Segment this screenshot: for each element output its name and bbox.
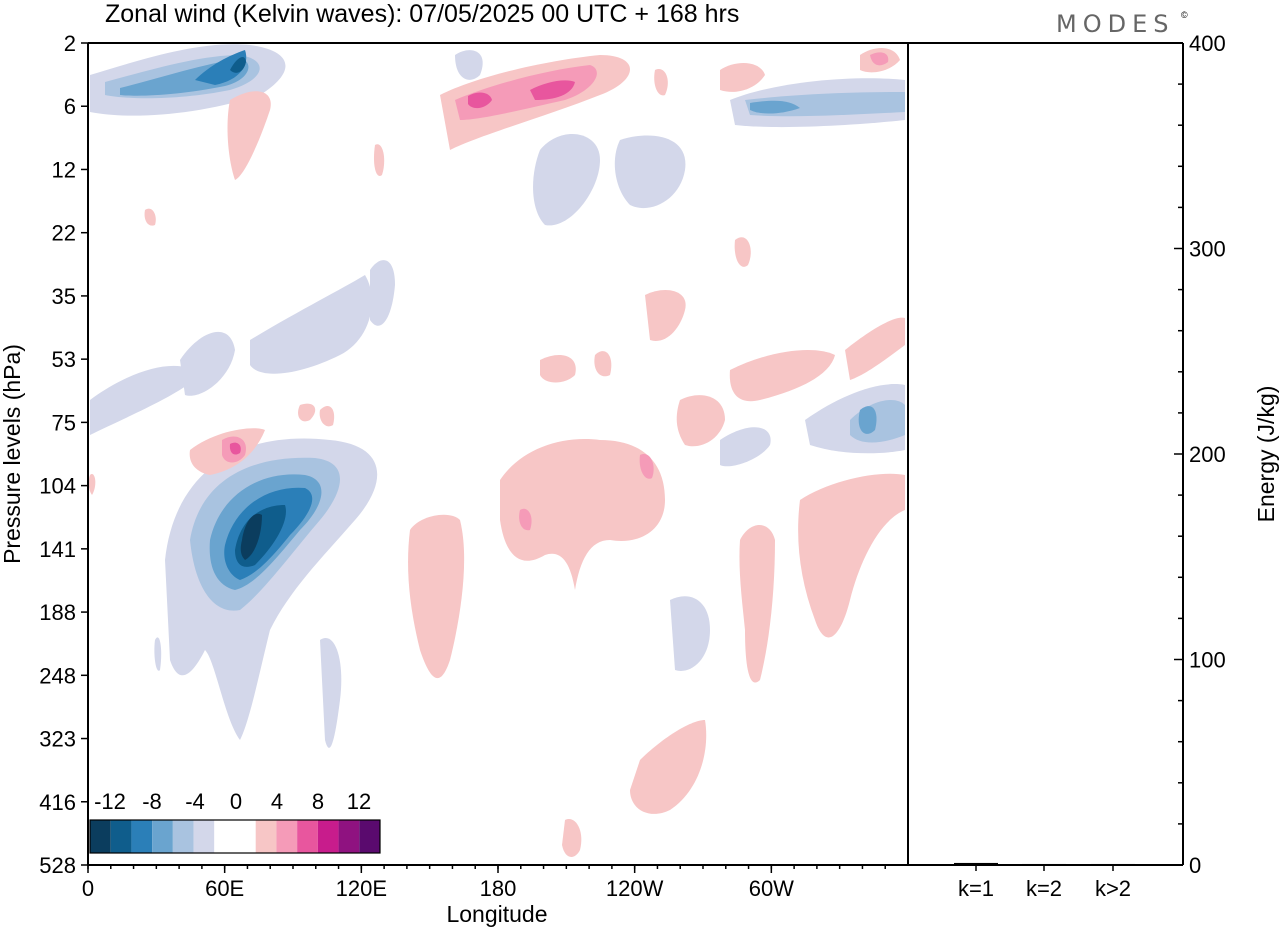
colorbar-border xyxy=(89,819,381,854)
colorbar-swatch xyxy=(359,820,380,853)
colorbar-swatch xyxy=(235,820,256,853)
colorbar-swatch xyxy=(276,820,298,853)
y-tick-label: 75 xyxy=(52,410,76,435)
colorbar-label: -4 xyxy=(185,789,205,814)
colorbar-swatch xyxy=(193,820,215,853)
colorbar-label: 12 xyxy=(347,789,371,814)
chart-title: Zonal wind (Kelvin waves): 07/05/2025 00… xyxy=(105,0,739,28)
energy-category-label: k=1 xyxy=(958,876,994,901)
x-tick-label: 60W xyxy=(749,876,794,901)
colorbar-swatch xyxy=(317,820,339,853)
heatmap-field xyxy=(88,44,905,857)
x-axis-label: Longitude xyxy=(446,901,547,927)
energy-tick-label: 0 xyxy=(1189,853,1201,878)
colorbar-label: 0 xyxy=(230,789,242,814)
y-tick-label: 416 xyxy=(39,790,76,815)
colorbar-label: 4 xyxy=(271,789,283,814)
energy-bar xyxy=(954,862,998,865)
y-tick-label: 22 xyxy=(52,221,76,246)
colorbar-legend: -12 -8 -4 0 4 8 12 xyxy=(88,780,382,862)
longitude-axis: 0 60E 120E 180 120W 60W xyxy=(82,865,886,901)
colorbar-swatch xyxy=(90,820,111,853)
colorbar-swatch xyxy=(255,820,277,853)
y-tick-label: 12 xyxy=(52,157,76,182)
pressure-axis: 2 6 12 22 35 53 75 104 141 188 248 323 416 528 xyxy=(39,31,88,878)
y-tick-label: 248 xyxy=(39,663,76,688)
colorbar-label: 8 xyxy=(312,789,324,814)
x-tick-label: 0 xyxy=(82,876,94,901)
energy-axis-label: Energy (J/kg) xyxy=(1253,386,1279,523)
colorbar-swatch xyxy=(214,820,235,853)
colorbar-swatch xyxy=(297,820,318,853)
energy-bar xyxy=(1022,863,1066,866)
x-tick-label: 180 xyxy=(480,876,517,901)
energy-tick-label: 300 xyxy=(1189,237,1226,262)
brand-mark: © xyxy=(1181,10,1188,20)
y-tick-label: 188 xyxy=(39,600,76,625)
colorbar-swatch xyxy=(110,820,132,853)
energy-category-label: k>2 xyxy=(1095,876,1131,901)
x-tick-label: 120W xyxy=(606,876,664,901)
y-tick-label: 104 xyxy=(39,474,76,499)
y-tick-label: 6 xyxy=(64,94,76,119)
y-tick-label: 35 xyxy=(52,284,76,309)
x-tick-label: 120E xyxy=(336,876,387,901)
colorbar-swatch xyxy=(131,820,153,853)
colorbar-swatch xyxy=(338,820,360,853)
colorbar-swatch xyxy=(152,820,173,853)
y-tick-label: 2 xyxy=(64,31,76,56)
energy-tick-label: 400 xyxy=(1189,31,1226,56)
energy-bars: k=1 k=2 k>2 xyxy=(954,862,1135,901)
brand-logo: MODES xyxy=(1056,10,1174,38)
energy-category-label: k=2 xyxy=(1026,876,1062,901)
y-tick-label: 53 xyxy=(52,347,76,372)
x-tick-label: 60E xyxy=(205,876,244,901)
energy-tick-label: 200 xyxy=(1189,442,1226,467)
y-tick-label: 141 xyxy=(39,537,76,562)
y-axis-label: Pressure levels (hPa) xyxy=(0,344,25,564)
colorbar-label: -12 xyxy=(94,789,126,814)
y-tick-label: 323 xyxy=(39,727,76,752)
colorbar-labels: -12 -8 -4 0 4 8 12 xyxy=(94,789,371,814)
colorbar-swatch xyxy=(172,820,194,853)
energy-tick-label: 100 xyxy=(1189,648,1226,673)
energy-bar xyxy=(1091,863,1135,866)
energy-axis: 0 100 200 300 400 xyxy=(1174,31,1226,878)
colorbar-label: -8 xyxy=(142,789,162,814)
colorbar-swatches xyxy=(89,819,381,854)
y-tick-label: 528 xyxy=(39,853,76,878)
